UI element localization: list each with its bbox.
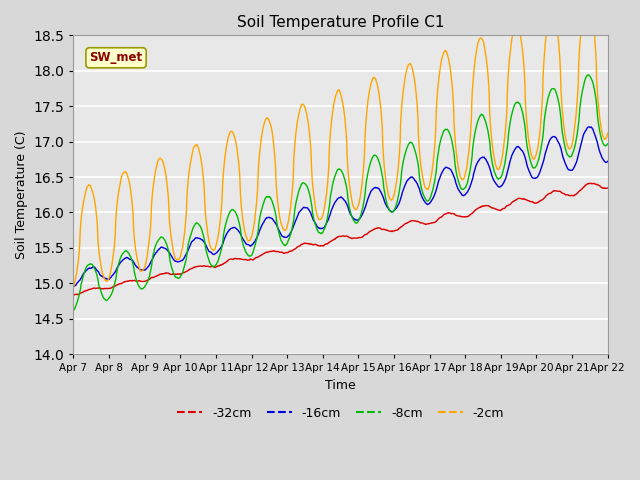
- -32cm: [586, 180, 593, 186]
- -2cm: [188, 150, 196, 156]
- -16cm: [493, 182, 501, 188]
- Legend: -32cm, -16cm, -8cm, -2cm: -32cm, -16cm, -8cm, -2cm: [172, 402, 509, 425]
- -16cm: [540, 155, 548, 161]
- -2cm: [540, 54, 548, 60]
- -8cm: [584, 72, 592, 78]
- -8cm: [175, 275, 183, 281]
- Title: Soil Temperature Profile C1: Soil Temperature Profile C1: [237, 15, 444, 30]
- -16cm: [424, 202, 431, 207]
- -8cm: [604, 141, 612, 146]
- -2cm: [493, 166, 501, 172]
- Y-axis label: Soil Temperature (C): Soil Temperature (C): [15, 131, 28, 259]
- -16cm: [248, 242, 256, 248]
- -8cm: [493, 175, 501, 181]
- -32cm: [188, 265, 196, 271]
- -2cm: [424, 186, 431, 192]
- -32cm: [248, 256, 256, 262]
- Line: -2cm: -2cm: [74, 0, 608, 287]
- -2cm: [248, 232, 256, 238]
- Line: -16cm: -16cm: [74, 127, 608, 287]
- -32cm: [493, 206, 501, 212]
- Text: SW_met: SW_met: [90, 51, 143, 64]
- Line: -8cm: -8cm: [74, 75, 608, 310]
- -32cm: [70, 292, 77, 298]
- -16cm: [175, 259, 183, 264]
- -32cm: [424, 221, 431, 227]
- -8cm: [70, 307, 77, 313]
- -2cm: [175, 256, 183, 262]
- X-axis label: Time: Time: [325, 379, 356, 392]
- -16cm: [70, 284, 77, 289]
- Line: -32cm: -32cm: [74, 183, 608, 295]
- -16cm: [586, 124, 593, 130]
- -16cm: [604, 158, 612, 164]
- -32cm: [175, 271, 183, 277]
- -8cm: [540, 119, 548, 124]
- -8cm: [248, 252, 256, 257]
- -32cm: [604, 185, 612, 191]
- -16cm: [188, 239, 196, 244]
- -8cm: [424, 198, 431, 204]
- -8cm: [188, 227, 196, 233]
- -2cm: [70, 284, 77, 290]
- -2cm: [604, 131, 612, 136]
- -32cm: [540, 195, 548, 201]
